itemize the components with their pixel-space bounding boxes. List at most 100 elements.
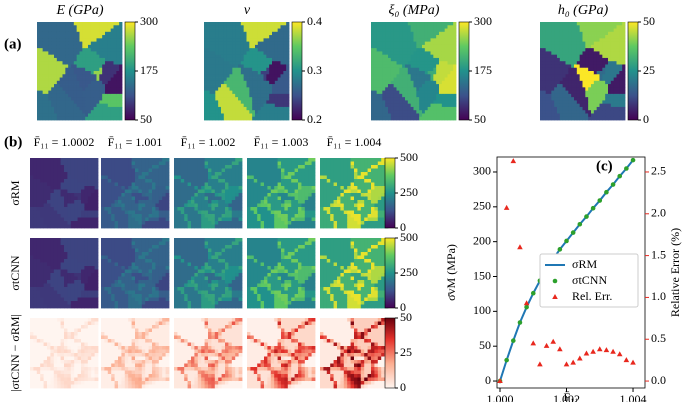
map-pixel — [585, 28, 589, 33]
map-pixel — [105, 71, 109, 75]
map-pixel — [447, 64, 451, 69]
map-pixel — [56, 61, 61, 65]
map-pixel — [59, 41, 63, 46]
map-pixel — [229, 67, 233, 72]
map-pixel — [85, 31, 89, 36]
map-pixel — [430, 116, 434, 121]
map-pixel — [410, 93, 414, 98]
map-pixel — [226, 35, 230, 39]
map-pixel — [405, 22, 409, 26]
map-pixel — [36, 207, 41, 211]
map-pixel — [571, 28, 575, 33]
map-pixel — [74, 224, 78, 229]
map-pixel — [562, 28, 566, 33]
map-pixel — [379, 35, 383, 39]
map-pixel — [212, 80, 216, 85]
map-pixel — [585, 48, 589, 52]
map-pixel — [243, 74, 247, 78]
map-pixel — [436, 35, 440, 39]
map-pixel — [393, 35, 397, 39]
map-pixel — [616, 51, 620, 56]
map-pixel — [206, 93, 211, 98]
map-pixel — [252, 97, 256, 101]
map-pixel — [43, 182, 48, 187]
map-pixel — [396, 113, 400, 118]
map-pixel — [90, 48, 95, 52]
map-pixel — [608, 57, 612, 62]
map-pixel — [225, 175, 229, 180]
map-pixel — [37, 87, 41, 91]
map-pixel — [376, 97, 380, 101]
map-pixel — [599, 87, 603, 91]
map-pixel — [407, 61, 412, 65]
map-pixel — [390, 41, 395, 46]
map-pixel — [548, 61, 552, 65]
map-pixel — [102, 90, 106, 95]
map-pixel — [94, 186, 99, 190]
map-pixel — [221, 103, 225, 108]
map-pixel — [64, 196, 68, 201]
map-pixel — [152, 214, 156, 218]
map-pixel — [135, 172, 139, 176]
map-pixel — [243, 103, 247, 108]
map-pixel — [208, 165, 212, 169]
map-pixel — [382, 93, 386, 98]
map-pixel — [379, 80, 383, 85]
map-pixel — [118, 161, 122, 166]
map-pixel — [267, 158, 272, 162]
map-pixel — [283, 110, 287, 114]
map-pixel — [263, 51, 267, 56]
map-pixel — [74, 217, 78, 222]
map-pixel — [235, 182, 239, 187]
map-pixel — [114, 196, 119, 201]
map-pixel — [593, 87, 598, 91]
map-pixel — [48, 57, 52, 62]
map-pixel — [286, 25, 290, 29]
map-pixel — [59, 100, 63, 105]
map-pixel — [104, 210, 109, 215]
map-pixel — [266, 71, 270, 75]
map-pixel — [413, 103, 417, 108]
map-pixel — [253, 186, 258, 190]
map-pixel — [576, 64, 581, 69]
map-pixel — [622, 25, 626, 29]
map-pixel — [252, 31, 256, 36]
map-pixel — [56, 93, 61, 98]
map-pixel — [447, 28, 451, 33]
map-pixel — [113, 22, 117, 26]
map-pixel — [407, 87, 412, 91]
map-pixel — [616, 22, 620, 26]
map-pixel — [235, 189, 239, 194]
map-pixel — [269, 84, 273, 88]
map-pixel — [201, 224, 205, 229]
map-pixel — [228, 179, 233, 183]
map-pixel — [599, 61, 603, 65]
map-pixel — [226, 80, 230, 85]
map-pixel — [551, 31, 555, 36]
map-pixel — [270, 193, 275, 197]
map-pixel — [221, 87, 225, 91]
map-pixel — [388, 84, 392, 88]
map-pixel — [131, 158, 136, 162]
map-pixel — [441, 44, 446, 49]
map-pixel — [110, 64, 114, 69]
map-pixel — [562, 110, 566, 114]
map-pixel — [226, 22, 230, 26]
map-pixel — [74, 196, 78, 201]
map-pixel — [62, 61, 66, 65]
map-pixel — [102, 48, 106, 52]
map-pixel — [131, 168, 136, 173]
map-pixel — [557, 103, 561, 108]
map-pixel — [48, 54, 52, 59]
map-pixel — [433, 48, 437, 52]
map-pixel — [260, 84, 264, 88]
map-pixel — [50, 193, 55, 197]
map-pixel — [554, 51, 558, 56]
map-pixel — [277, 113, 281, 118]
map-pixel — [42, 71, 46, 75]
map-pixel — [48, 116, 52, 121]
map-pixel — [252, 67, 256, 72]
map-pixel — [593, 31, 598, 36]
map-pixel — [50, 207, 55, 211]
map-pixel — [382, 71, 386, 75]
